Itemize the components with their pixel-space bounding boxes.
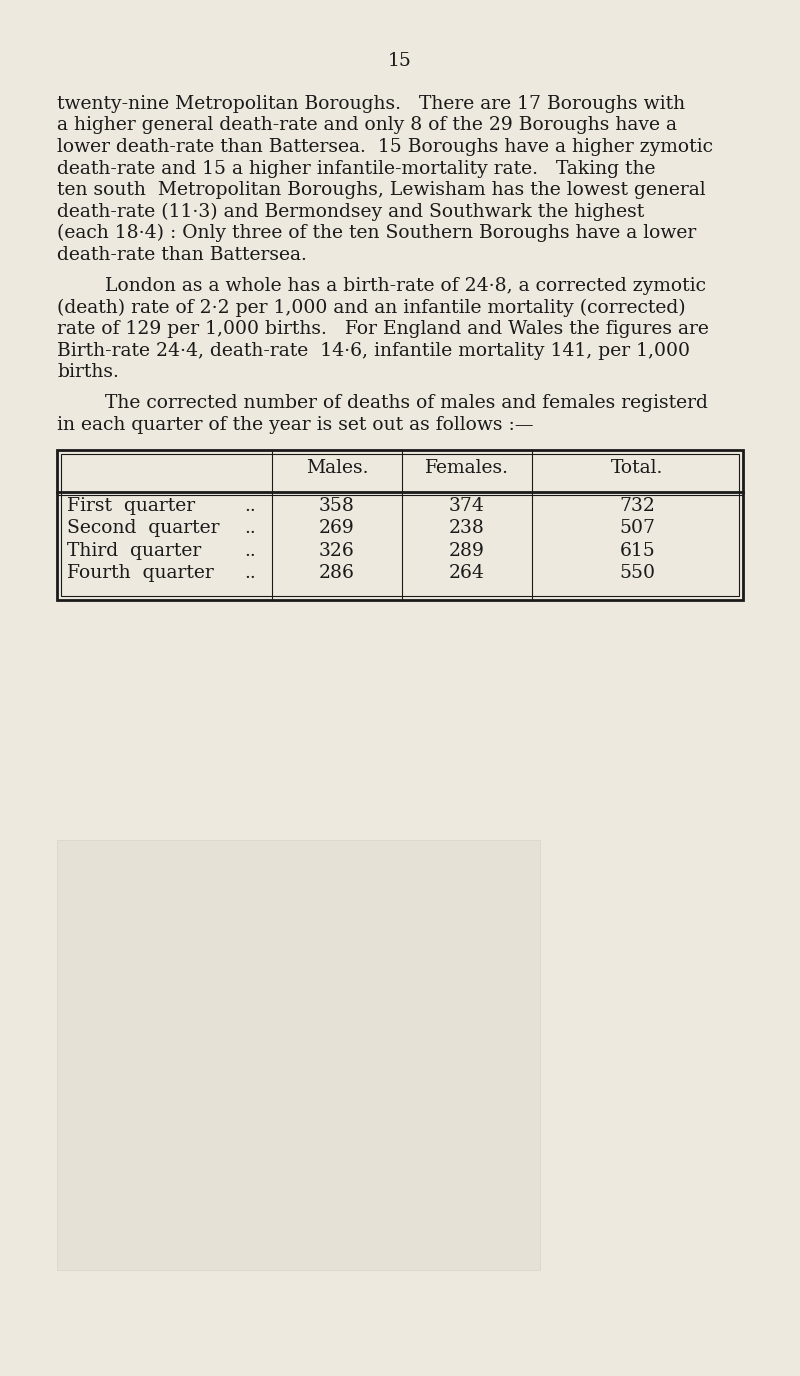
Text: rate of 129 per 1,000 births.   For England and Wales the figures are: rate of 129 per 1,000 births. For Englan…: [57, 321, 709, 338]
Text: 732: 732: [619, 497, 655, 515]
Text: ..: ..: [244, 542, 256, 560]
Bar: [57, 450, 743, 600]
Text: Males.: Males.: [306, 460, 368, 477]
Text: Third  quarter: Third quarter: [67, 542, 202, 560]
Text: 326: 326: [319, 542, 355, 560]
Text: The corrected number of deaths of males and females registerd: The corrected number of deaths of males …: [57, 395, 708, 413]
Text: death-rate (11·3) and Bermondsey and Southwark the highest: death-rate (11·3) and Bermondsey and Sou…: [57, 202, 644, 220]
Text: First  quarter: First quarter: [67, 497, 195, 515]
Text: ..: ..: [244, 564, 256, 582]
Text: 269: 269: [319, 519, 355, 537]
Text: 289: 289: [449, 542, 485, 560]
Text: 374: 374: [449, 497, 485, 515]
Text: Second  quarter: Second quarter: [67, 519, 219, 537]
Text: Fourth  quarter: Fourth quarter: [67, 564, 214, 582]
Text: Females.: Females.: [425, 460, 509, 477]
Text: 264: 264: [449, 564, 485, 582]
Text: (each 18·4) : Only three of the ten Southern Boroughs have a lower: (each 18·4) : Only three of the ten Sout…: [57, 224, 696, 242]
Text: Birth-rate 24·4, death-rate  14·6, infantile mortality 141, per 1,000: Birth-rate 24·4, death-rate 14·6, infant…: [57, 341, 690, 359]
Text: ..: ..: [244, 519, 256, 537]
Text: 358: 358: [319, 497, 355, 515]
Text: Total.: Total.: [611, 460, 664, 477]
Text: 15: 15: [388, 52, 412, 70]
Text: lower death-rate than Battersea.  15 Boroughs have a higher zymotic: lower death-rate than Battersea. 15 Boro…: [57, 138, 713, 155]
Text: 286: 286: [319, 564, 355, 582]
Bar: [57, 839, 540, 1270]
Text: 550: 550: [619, 564, 655, 582]
Text: death-rate than Battersea.: death-rate than Battersea.: [57, 245, 307, 263]
Text: (death) rate of 2·2 per 1,000 and an infantile mortality (corrected): (death) rate of 2·2 per 1,000 and an inf…: [57, 299, 686, 316]
Text: births.: births.: [57, 363, 119, 381]
Text: death-rate and 15 a higher infantile-mortality rate.   Taking the: death-rate and 15 a higher infantile-mor…: [57, 160, 655, 178]
Text: 507: 507: [619, 519, 655, 537]
Text: a higher general death-rate and only 8 of the 29 Boroughs have a: a higher general death-rate and only 8 o…: [57, 117, 677, 135]
Text: ..: ..: [244, 497, 256, 515]
Text: London as a whole has a birth-rate of 24·8, a corrected zymotic: London as a whole has a birth-rate of 24…: [57, 277, 706, 294]
Text: 238: 238: [449, 519, 485, 537]
Text: in each quarter of the year is set out as follows :—: in each quarter of the year is set out a…: [57, 416, 534, 433]
Text: ten south  Metropolitan Boroughs, Lewisham has the lowest general: ten south Metropolitan Boroughs, Lewisha…: [57, 182, 706, 200]
Bar: [61, 454, 739, 596]
Text: 615: 615: [620, 542, 655, 560]
Text: twenty-nine Metropolitan Boroughs.   There are 17 Boroughs with: twenty-nine Metropolitan Boroughs. There…: [57, 95, 685, 113]
